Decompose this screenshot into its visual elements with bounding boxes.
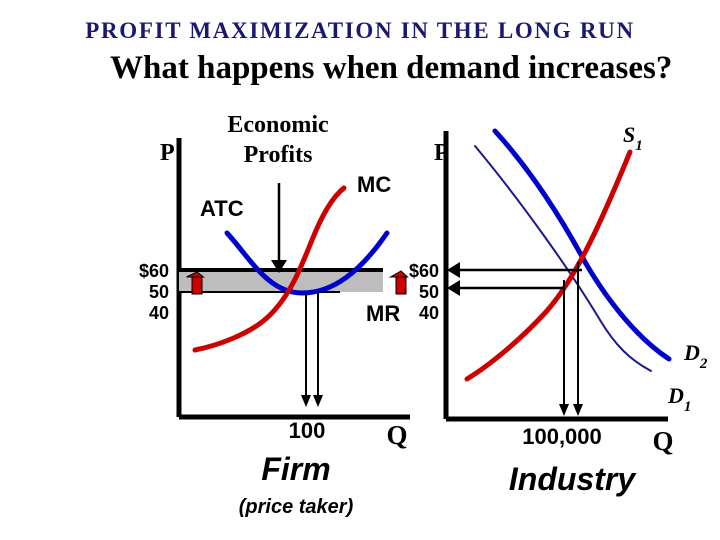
- svg-text:ATC: ATC: [200, 196, 244, 221]
- svg-text:Industry: Industry: [509, 461, 637, 497]
- svg-text:MR: MR: [366, 301, 400, 326]
- svg-text:50: 50: [149, 282, 169, 302]
- svg-text:50: 50: [419, 282, 439, 302]
- svg-text:MC: MC: [357, 172, 391, 197]
- svg-text:Q: Q: [652, 426, 673, 456]
- svg-text:(price taker): (price taker): [239, 496, 354, 518]
- svg-text:Profits: Profits: [244, 142, 313, 168]
- svg-text:40: 40: [149, 303, 169, 323]
- svg-text:S1: S1: [623, 122, 643, 154]
- svg-text:Q: Q: [386, 420, 407, 450]
- svg-text:Firm: Firm: [261, 451, 330, 487]
- svg-text:P: P: [160, 140, 175, 166]
- svg-text:$60: $60: [409, 261, 439, 281]
- svg-text:Economic: Economic: [227, 112, 329, 138]
- svg-text:D1: D1: [667, 383, 691, 415]
- svg-text:P: P: [434, 140, 449, 166]
- svg-text:100: 100: [289, 418, 326, 443]
- svg-text:40: 40: [419, 303, 439, 323]
- svg-text:D2: D2: [683, 340, 708, 372]
- svg-text:$60: $60: [139, 261, 169, 281]
- svg-text:100,000: 100,000: [522, 424, 602, 449]
